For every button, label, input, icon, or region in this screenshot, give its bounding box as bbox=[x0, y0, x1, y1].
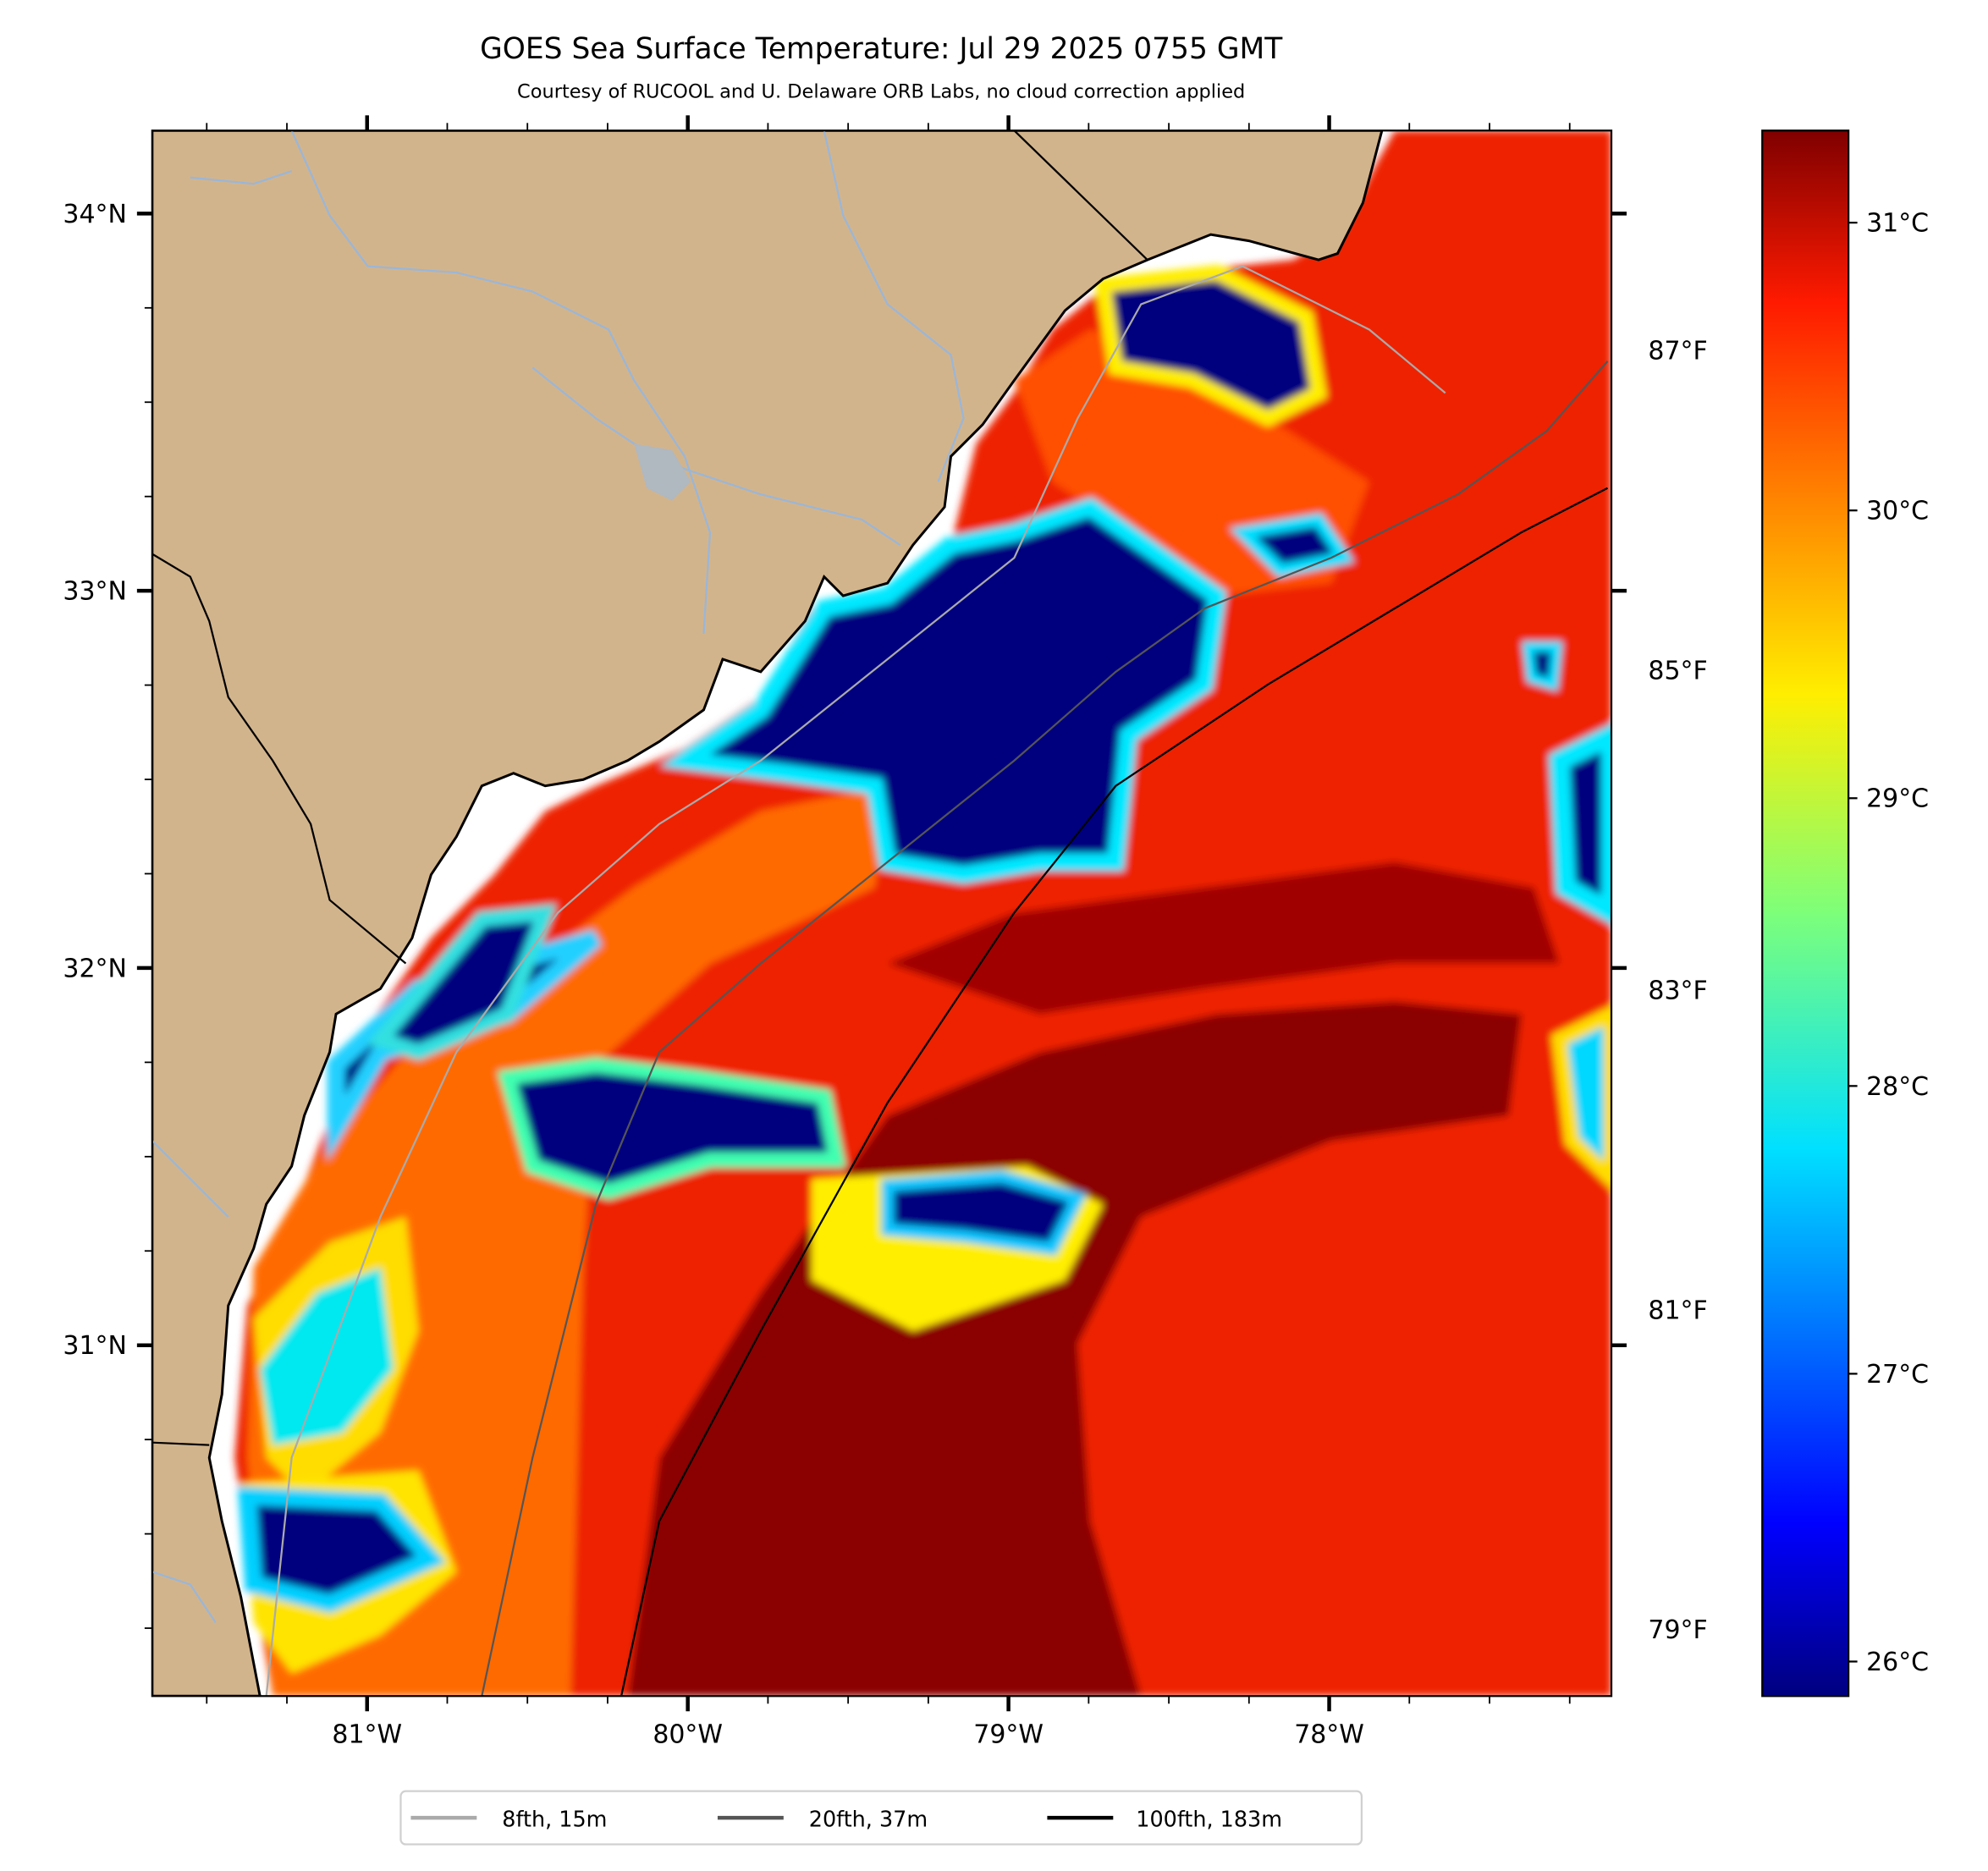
isobath-20fth bbox=[481, 360, 1609, 1697]
legend-label-20fth: 20fth, 37m bbox=[809, 1808, 928, 1833]
lake bbox=[634, 443, 691, 501]
celsius-tick-label: 30°C bbox=[1866, 497, 1929, 526]
figure-title: GOES Sea Surface Temperature: Jul 29 202… bbox=[480, 32, 1283, 66]
map-axes: 34°N 33°N 32°N 31°N 81°W 80°W 79°W 78°W bbox=[63, 115, 1627, 1750]
lat-tick-label: 31°N bbox=[63, 1331, 126, 1361]
celsius-tick-label: 29°C bbox=[1866, 784, 1929, 814]
colorbar bbox=[1761, 129, 1850, 1698]
land bbox=[151, 130, 1384, 1697]
legend-label-8fth: 8fth, 15m bbox=[502, 1808, 607, 1833]
lat-tick-label: 33°N bbox=[63, 577, 126, 607]
isobath-100fth bbox=[620, 487, 1609, 1697]
sst-field bbox=[234, 130, 1612, 1697]
fahrenheit-tick-label: 83°F bbox=[1648, 976, 1707, 1005]
rivers bbox=[151, 130, 965, 1624]
celsius-tick-label: 28°C bbox=[1866, 1072, 1929, 1102]
lon-tick-label: 81°W bbox=[332, 1720, 402, 1750]
lat-tick-label: 34°N bbox=[63, 200, 126, 229]
map-area bbox=[151, 130, 1612, 1697]
fahrenheit-tick-label: 87°F bbox=[1648, 337, 1707, 366]
legend-label-100fth: 100fth, 183m bbox=[1136, 1808, 1282, 1833]
celsius-tick-label: 31°C bbox=[1866, 209, 1929, 239]
colorbar-ticks: 31°C 30°C 29°C 28°C 27°C 26°C 87°F 85°F 83°F 81°F… bbox=[1648, 209, 1929, 1677]
isobath-8fth bbox=[265, 265, 1446, 1697]
lat-tick-label: 32°N bbox=[63, 954, 126, 983]
legend: 8fth, 15m 20fth, 37m 100fth, 183m bbox=[399, 1790, 1363, 1846]
fahrenheit-tick-label: 85°F bbox=[1648, 657, 1707, 686]
lon-tick-label: 79°W bbox=[973, 1720, 1044, 1750]
fahrenheit-tick-label: 81°F bbox=[1648, 1296, 1707, 1325]
legend-box bbox=[399, 1790, 1363, 1846]
map-frame bbox=[151, 129, 1613, 1698]
lon-tick-label: 78°W bbox=[1294, 1720, 1364, 1750]
celsius-tick-label: 27°C bbox=[1866, 1360, 1929, 1389]
fahrenheit-tick-label: 79°F bbox=[1648, 1615, 1707, 1645]
celsius-tick-label: 26°C bbox=[1866, 1648, 1929, 1677]
state-borders bbox=[151, 130, 1148, 1446]
lon-tick-label: 80°W bbox=[653, 1720, 723, 1750]
figure-subtitle: Courtesy of RUCOOL and U. Delaware ORB L… bbox=[517, 80, 1245, 102]
